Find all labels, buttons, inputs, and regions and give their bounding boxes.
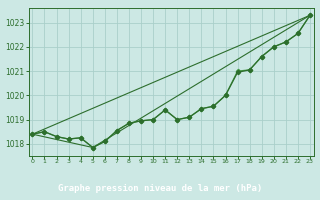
Text: Graphe pression niveau de la mer (hPa): Graphe pression niveau de la mer (hPa) [58,184,262,193]
